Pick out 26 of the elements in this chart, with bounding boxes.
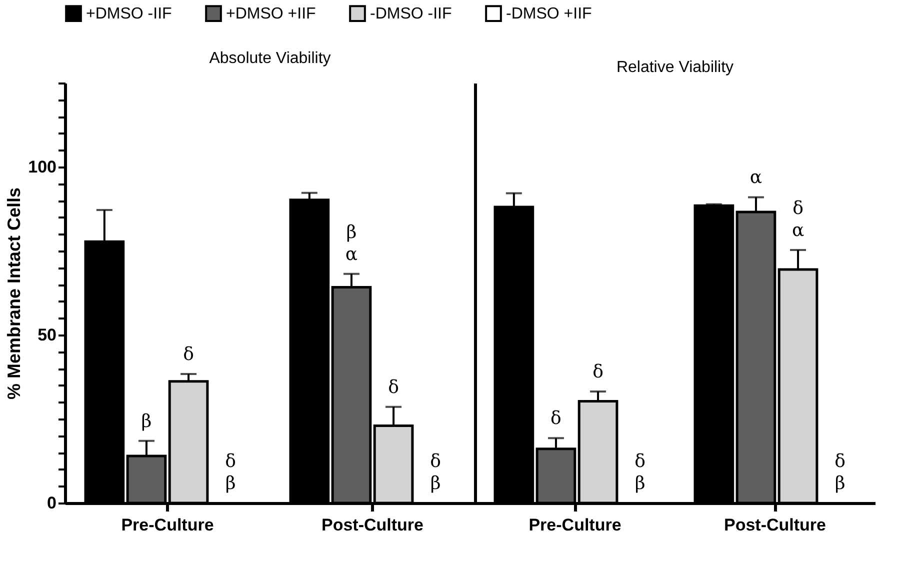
text: δ β [634, 451, 646, 494]
x-tick-label: Post-Culture [724, 516, 826, 534]
data-label: α [750, 167, 762, 188]
text: δ β [225, 451, 236, 494]
data-label: δ [183, 344, 194, 365]
chart-title: Absolute Viability [209, 50, 331, 67]
legend-label: +DMSO -IIF [86, 6, 172, 23]
x-tick-label: Pre-Culture [528, 516, 622, 534]
x-tick-label: Pre-Culture [121, 516, 214, 534]
text: δ α [792, 198, 804, 241]
text: δ β [834, 451, 846, 494]
y-tick-label: 100 [28, 158, 56, 176]
data-label: δ [592, 361, 604, 382]
legend-label: -DMSO +IIF [506, 6, 592, 23]
text: β α [345, 222, 358, 265]
data-label: δ [388, 376, 399, 398]
y-axis-title: % Membrane Intact Cells [4, 187, 24, 400]
y-tick-label: 50 [38, 326, 56, 344]
legend-label: +DMSO +IIF [226, 6, 316, 23]
text: δ β [430, 451, 441, 494]
x-tick-label: Post-Culture [322, 516, 424, 534]
data-label: δ [550, 408, 562, 430]
chart-title: Relative Viability [616, 59, 734, 76]
legend-label: -DMSO -IIF [370, 6, 452, 23]
data-label: β [141, 410, 152, 432]
y-tick-label: 0 [47, 494, 56, 512]
